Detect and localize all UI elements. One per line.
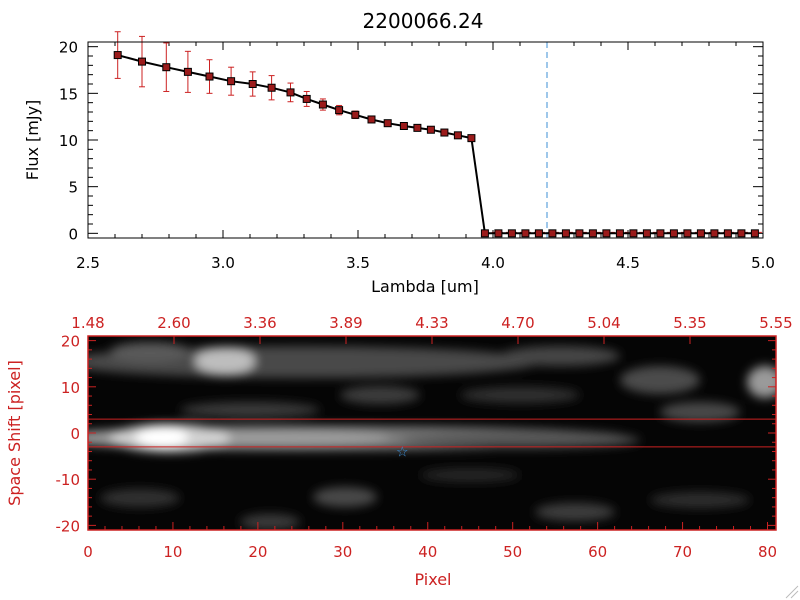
flux-point — [286, 88, 295, 97]
flux-point — [138, 57, 146, 66]
flux-point — [383, 119, 392, 128]
bottom-y-axis-label: Space Shift [pixel] — [5, 360, 24, 506]
bottom-x-tick-label: 80 — [758, 543, 777, 561]
flux-point — [453, 131, 462, 140]
flux-point — [480, 229, 489, 238]
top-wavelength-tick-label: 5.35 — [673, 314, 706, 332]
flux-point — [588, 229, 597, 238]
bottom-x-tick-label: 40 — [418, 543, 437, 561]
top-wavelength-tick-label: 5.55 — [759, 314, 792, 332]
flux-point — [642, 229, 651, 238]
top-wavelength-tick-label: 3.89 — [329, 314, 362, 332]
flux-point — [534, 229, 543, 238]
flux-point — [302, 94, 311, 103]
bottom-x-tick-label: 20 — [248, 543, 267, 561]
bottom-y-tick-label: 10 — [61, 379, 80, 397]
flux-point — [723, 229, 732, 238]
top-y-tick-label: 20 — [59, 39, 78, 57]
top-x-tick-label: 3.0 — [211, 254, 235, 272]
flux-point — [710, 229, 719, 238]
top-ticks: 2.5 3.0 3.5 4.0 4.5 5.0 0 5 10 15 20 — [59, 39, 775, 272]
flux-point — [413, 123, 422, 132]
bottom-y-tick-label: 0 — [70, 425, 80, 443]
flux-point — [696, 229, 705, 238]
flux-point — [575, 229, 584, 238]
bottom-x-tick-label: 10 — [163, 543, 182, 561]
source-star-icon: ☆ — [396, 444, 409, 460]
flux-point — [335, 106, 344, 115]
bottom-x-tick-label: 0 — [83, 543, 93, 561]
top-x-tick-label: 2.5 — [76, 254, 100, 272]
flux-point — [561, 229, 570, 238]
top-x-tick-label: 5.0 — [751, 254, 775, 272]
flux-point — [113, 51, 122, 60]
flux-point — [615, 229, 624, 238]
flux-point — [183, 67, 192, 76]
image-overlay: ☆ — [88, 418, 776, 460]
flux-point — [440, 128, 449, 137]
top-wavelength-tick-label: 4.33 — [415, 314, 448, 332]
flux-point — [267, 83, 276, 92]
top-wavelength-tick-label: 5.04 — [587, 314, 620, 332]
bottom-y-tick-label: -20 — [56, 517, 81, 535]
flux-point — [669, 229, 678, 238]
bottom-y-tick-label: -10 — [56, 471, 81, 489]
top-wavelength-tick-label: 1.48 — [71, 314, 104, 332]
bottom-y-tick-label: 20 — [61, 333, 80, 351]
bottom-x-tick-label: 60 — [588, 543, 607, 561]
top-x-tick-label: 4.0 — [481, 254, 505, 272]
top-data-marks — [113, 31, 763, 238]
top-x-tick-label: 4.5 — [616, 254, 640, 272]
top-x-axis-label: Lambda [um] — [371, 277, 479, 296]
flux-point — [227, 77, 236, 86]
top-plot-frame — [87, 41, 764, 239]
top-y-tick-label: 5 — [68, 179, 78, 197]
top-y-tick-label: 15 — [59, 85, 78, 103]
bottom-ticks: 0 10 20 30 40 50 60 70 80 1.48 2.60 3.36 3.89 4.33 4.7… — [56, 314, 793, 561]
top-wavelength-tick-label: 4.70 — [501, 314, 534, 332]
top-y-tick-label: 10 — [59, 132, 78, 150]
flux-point — [248, 80, 257, 88]
bottom-x-tick-label: 50 — [503, 543, 522, 561]
flux-point — [494, 229, 503, 238]
flux-point — [367, 115, 376, 124]
flux-point — [467, 134, 476, 143]
flux-point — [351, 110, 360, 119]
bottom-x-axis-label: Pixel — [414, 570, 451, 589]
flux-point — [318, 100, 327, 109]
flux-point — [602, 229, 611, 238]
top-y-axis-label: Flux [mJy] — [23, 100, 42, 181]
image-texture — [88, 342, 776, 530]
resize-grip[interactable] — [785, 585, 799, 599]
chart-title: 2200066.24 — [363, 9, 484, 33]
flux-point — [656, 229, 665, 238]
bottom-x-tick-label: 70 — [673, 543, 692, 561]
flux-point — [737, 229, 746, 238]
top-wavelength-tick-label: 3.36 — [243, 314, 276, 332]
flux-point — [399, 122, 408, 130]
flux-point — [548, 229, 557, 238]
flux-point — [162, 63, 171, 72]
top-wavelength-tick-label: 2.60 — [157, 314, 190, 332]
flux-point — [205, 72, 214, 81]
top-y-tick-label: 0 — [68, 225, 78, 243]
flux-point — [750, 229, 759, 238]
flux-point — [507, 229, 516, 238]
flux-point — [683, 229, 692, 238]
image-panel: ☆ 0 10 20 30 40 50 60 70 80 1.48 2.60 3.36 3.89 4.33 4… — [5, 314, 793, 589]
bottom-x-tick-label: 30 — [333, 543, 352, 561]
top-x-tick-label: 3.5 — [346, 254, 370, 272]
flux-point — [521, 229, 530, 238]
flux-point — [426, 125, 435, 134]
flux-point — [629, 229, 638, 238]
spectrum-panel: 2200066.24 2.5 3.0 3.5 4.0 4.5 5.0 0 5 10 15 20 La… — [23, 9, 775, 296]
